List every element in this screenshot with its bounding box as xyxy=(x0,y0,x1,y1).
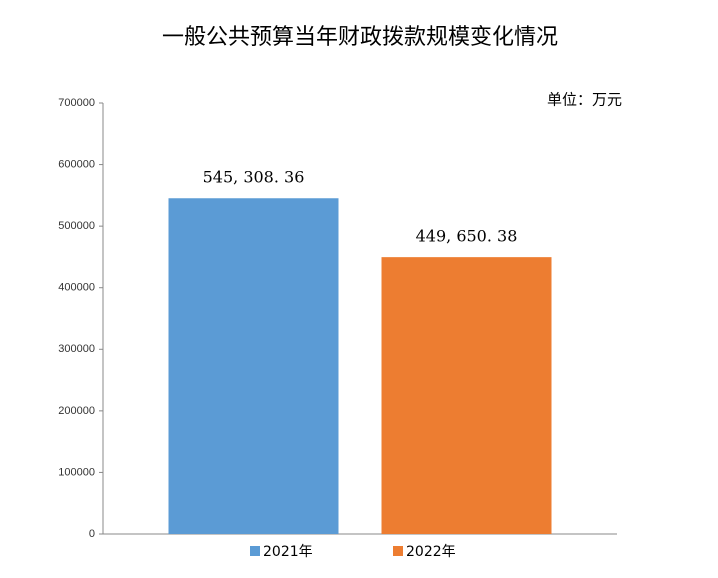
y-tick-label: 100000 xyxy=(58,466,95,478)
y-tick-label: 0 xyxy=(89,528,95,540)
y-tick-label: 600000 xyxy=(58,158,95,170)
chart-title: 一般公共预算当年财政拨款规模变化情况 xyxy=(162,25,558,50)
y-tick-label: 500000 xyxy=(58,220,95,232)
legend-swatch xyxy=(250,546,260,556)
bar xyxy=(168,198,339,534)
legend-label: 2022年 xyxy=(406,544,456,560)
y-tick-label: 700000 xyxy=(58,97,95,109)
legend-label: 2021年 xyxy=(263,544,313,560)
legend-swatch xyxy=(393,546,403,556)
y-tick-label: 400000 xyxy=(58,282,95,294)
value-label: 449, 650. 38 xyxy=(416,227,518,246)
value-label: 545, 308. 36 xyxy=(203,168,305,187)
bar xyxy=(381,257,552,534)
y-tick-label: 200000 xyxy=(58,405,95,417)
y-tick-label: 300000 xyxy=(58,343,95,355)
unit-label: 单位：万元 xyxy=(547,91,622,109)
